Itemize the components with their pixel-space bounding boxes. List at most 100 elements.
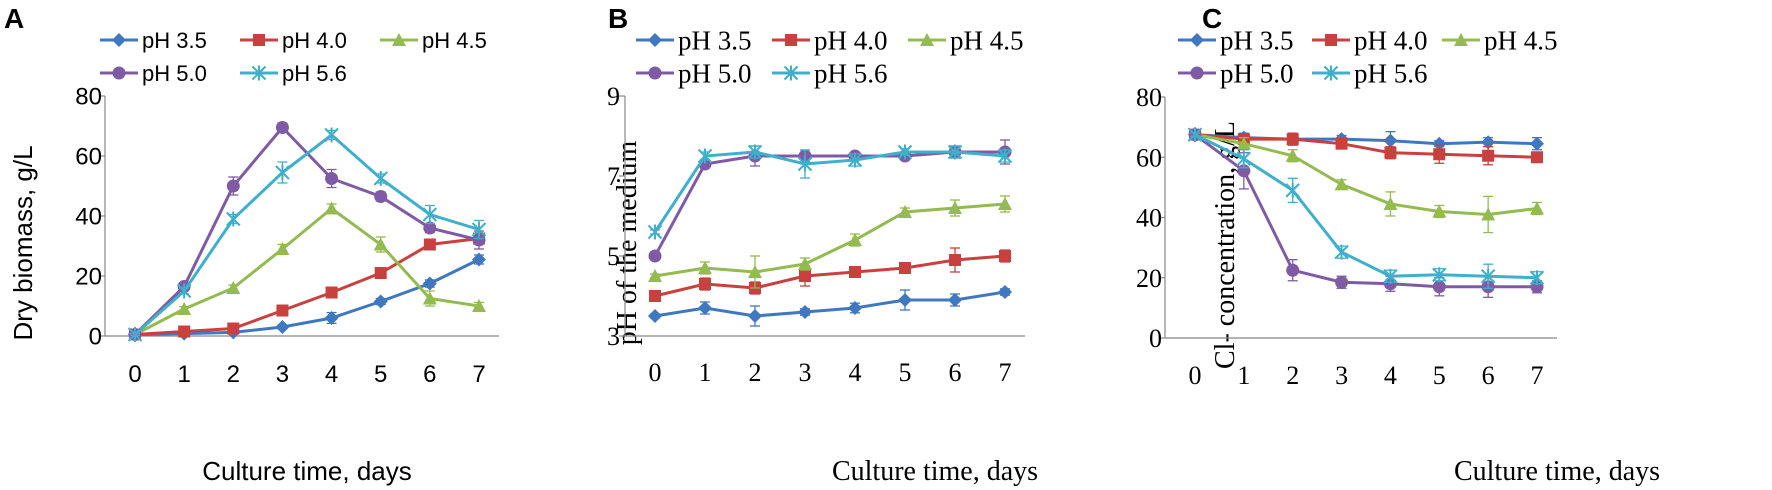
data-point: [748, 265, 762, 278]
data-point: [849, 266, 861, 278]
y-tick-label-c: 80: [1136, 83, 1162, 112]
data-point: [899, 262, 911, 274]
legend-entry-ph40: pH 4.0: [1312, 26, 1428, 56]
data-point: [1187, 127, 1203, 143]
x-tick-label-b: 4: [849, 358, 862, 387]
data-point: [647, 224, 663, 240]
panel-c-letter: C: [1202, 3, 1222, 34]
y-tick-label-a: 60: [75, 143, 102, 170]
data-point: [698, 301, 712, 315]
series-a: [127, 121, 487, 342]
y-tick-label-a: 80: [75, 83, 102, 110]
y-tick-label-b: 5: [607, 242, 620, 271]
legend-entry-ph40: pH 4.0: [772, 26, 888, 56]
data-point: [649, 290, 661, 302]
data-point: [276, 304, 289, 317]
legend-label: pH 4.0: [814, 26, 888, 56]
legend-label: pH 5.0: [1220, 59, 1294, 89]
x-tick-label-b: 0: [649, 358, 662, 387]
series-line: [1194, 133, 1538, 159]
x-tick-label-c: 1: [1237, 361, 1250, 390]
x-tick-label-c: 3: [1335, 361, 1348, 390]
data-point: [1432, 204, 1447, 218]
x-tick-label-a: 0: [128, 361, 141, 388]
x-tick-label-a: 6: [423, 361, 436, 388]
panel-b-letter: B: [608, 3, 628, 34]
data-point: [748, 309, 762, 323]
legend-entry-ph35: pH 3.5: [636, 26, 752, 56]
x-tick-label-a: 4: [325, 361, 338, 388]
axes-b: 3 5 7 9 0 1 2 3 4 5 6 7: [607, 82, 1025, 387]
x-tick-label-b: 7: [999, 358, 1012, 387]
y-axis-label-a: Dry biomass, g/L: [8, 145, 38, 340]
legend-marker: [1323, 65, 1339, 81]
legend-entry-ph50: pH 5.0: [636, 59, 752, 89]
series-line: [134, 206, 480, 336]
data-point: [1530, 136, 1544, 151]
data-point: [1383, 196, 1398, 210]
data-point: [1285, 148, 1300, 162]
data-point: [998, 285, 1012, 299]
data-point: [1482, 149, 1495, 162]
y-tick-label-b: 9: [607, 82, 620, 111]
data-point: [1481, 207, 1496, 221]
data-point: [325, 286, 338, 299]
y-axis-label-c: Cl- concentration, g/L: [1210, 121, 1241, 369]
data-point: [949, 254, 961, 266]
series-line: [654, 202, 1006, 278]
y-tick-label-a: 0: [89, 323, 102, 350]
data-point: [648, 309, 662, 323]
y-tick-label-a: 40: [75, 203, 102, 230]
data-point: [1236, 136, 1251, 150]
legend-marker: [648, 33, 662, 47]
series-line: [1194, 133, 1537, 289]
data-point: [898, 293, 912, 307]
y-tick-label-c: 0: [1149, 324, 1162, 353]
data-point: [998, 197, 1012, 210]
x-tick-label-a: 2: [227, 361, 240, 388]
x-tick-label-c: 7: [1531, 361, 1544, 390]
legend-entry-ph40: pH 4.0: [240, 28, 347, 53]
data-point: [1432, 136, 1447, 151]
series-c: [1187, 127, 1545, 298]
data-point: [699, 278, 711, 290]
legend-marker: [785, 34, 797, 46]
panel-a: A pH 3.5 pH 4.0 pH 4.5 pH 5.0 pH 5.6 Dry bio…: [4, 3, 499, 486]
data-point: [374, 267, 387, 279]
x-tick-label-c: 0: [1189, 361, 1202, 390]
panel-c: C pH 3.5 pH 4.0 pH 4.5 pH 5.0 pH 5.6 Cl- con…: [1136, 3, 1660, 487]
data-point: [798, 305, 812, 319]
data-point: [176, 283, 192, 299]
data-point: [1286, 133, 1299, 146]
x-tick-label-b: 1: [699, 358, 712, 387]
legend-marker: [251, 65, 267, 81]
panel-b: B pH 3.5 pH 4.0 pH 4.5 pH 5.0 pH 5.6 pH of t…: [607, 3, 1038, 487]
x-tick-label-a: 1: [177, 361, 190, 388]
y-tick-label-b: 7: [607, 162, 620, 191]
series-line: [134, 133, 480, 336]
legend-label: pH 4.5: [950, 26, 1024, 56]
data-point: [275, 242, 290, 255]
legend-entry-ph56: pH 5.6: [240, 61, 347, 86]
data-point: [1480, 268, 1496, 284]
legend-label: pH 5.0: [142, 61, 207, 86]
data-point: [898, 205, 912, 218]
data-point: [472, 299, 486, 312]
y-tick-label-a: 20: [75, 263, 102, 290]
x-tick-label-b: 3: [799, 358, 812, 387]
data-point: [698, 261, 712, 274]
x-tick-label-b: 5: [899, 358, 912, 387]
data-point: [472, 233, 486, 247]
legend-b: pH 3.5 pH 4.0 pH 4.5 pH 5.0 pH 5.6: [636, 26, 1024, 89]
data-point: [324, 201, 339, 215]
series-line: [1194, 133, 1538, 280]
legend-marker: [1190, 33, 1204, 47]
legend-marker: [920, 33, 934, 46]
legend-entry-ph56: pH 5.6: [772, 59, 888, 89]
data-point: [423, 238, 436, 251]
legend-entry-ph35: pH 3.5: [100, 28, 207, 53]
legend-entry-ph45: pH 4.5: [380, 28, 487, 53]
legend-label: pH 5.6: [282, 61, 347, 86]
data-point: [227, 322, 240, 335]
